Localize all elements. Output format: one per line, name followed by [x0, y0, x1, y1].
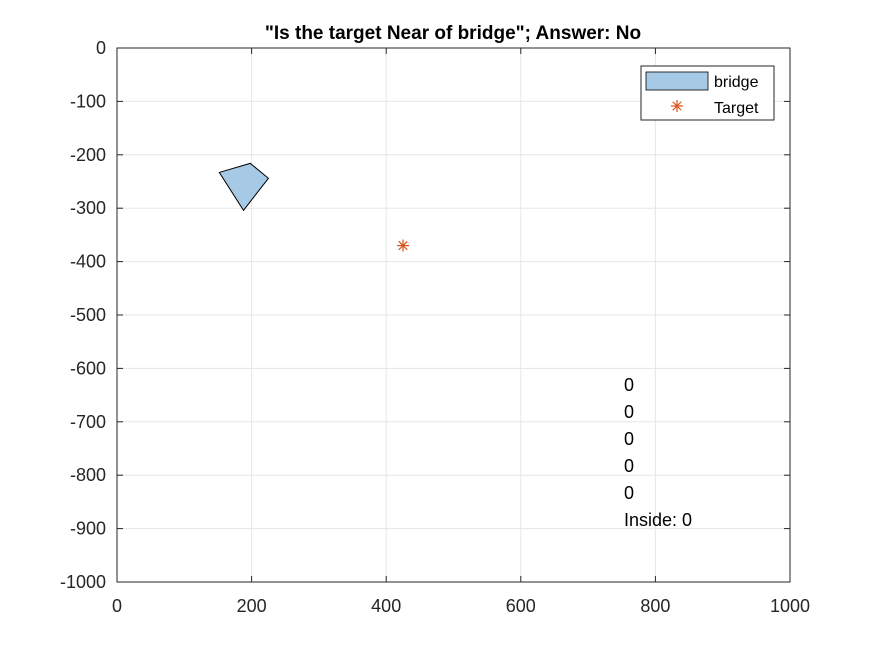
target-marker: [397, 239, 410, 252]
annotations: 0 0 0 0 0 Inside: 0: [624, 375, 692, 530]
x-tick-label: 800: [640, 596, 670, 616]
legend-bridge-swatch: [645, 71, 709, 91]
x-tick-label: 600: [506, 596, 536, 616]
legend-bridge-label: bridge: [714, 74, 759, 91]
y-tick-label: -700: [70, 412, 106, 432]
y-tick-label: -500: [70, 305, 106, 325]
x-tick-label: 1000: [770, 596, 810, 616]
x-tick-label: 200: [237, 596, 267, 616]
annotation-text: 0: [624, 483, 634, 503]
annotation-text: 0: [624, 429, 634, 449]
y-tick-label: -200: [70, 145, 106, 165]
y-tick-labels: 0 -100 -200 -300 -400 -500 -600 -700 -800 -900 -10…: [60, 38, 106, 592]
y-tick-label: -100: [70, 91, 106, 111]
x-tick-label: 0: [112, 596, 122, 616]
plot-area: [218, 162, 410, 252]
y-tick-label: -1000: [60, 572, 106, 592]
annotation-text: 0: [624, 402, 634, 422]
y-tick-label: -900: [70, 519, 106, 539]
x-tick-labels: 0 200 400 600 800 1000: [112, 596, 810, 616]
legend-target-label: Target: [714, 100, 759, 117]
y-tick-label: -800: [70, 465, 106, 485]
grid: [116, 47, 791, 583]
annotation-text: 0: [624, 456, 634, 476]
y-tick-label: 0: [96, 38, 106, 58]
y-tick-label: -300: [70, 198, 106, 218]
y-tick-label: -400: [70, 252, 106, 272]
y-tick-label: -600: [70, 358, 106, 378]
bridge-polygon: [218, 162, 270, 212]
x-tick-label: 400: [371, 596, 401, 616]
annotation-text: 0: [624, 375, 634, 395]
target-marker-stroke: [398, 240, 408, 251]
target-marker-stroke: [672, 101, 682, 111]
legend-target-marker: [671, 100, 683, 112]
chart-title: "Is the target Near of bridge"; Answer: …: [265, 23, 641, 44]
ticks: [116, 47, 791, 583]
legend-target-star: [671, 100, 683, 112]
legend[interactable]: bridge Target: [640, 65, 775, 121]
annotation-text: Inside: 0: [624, 510, 692, 530]
